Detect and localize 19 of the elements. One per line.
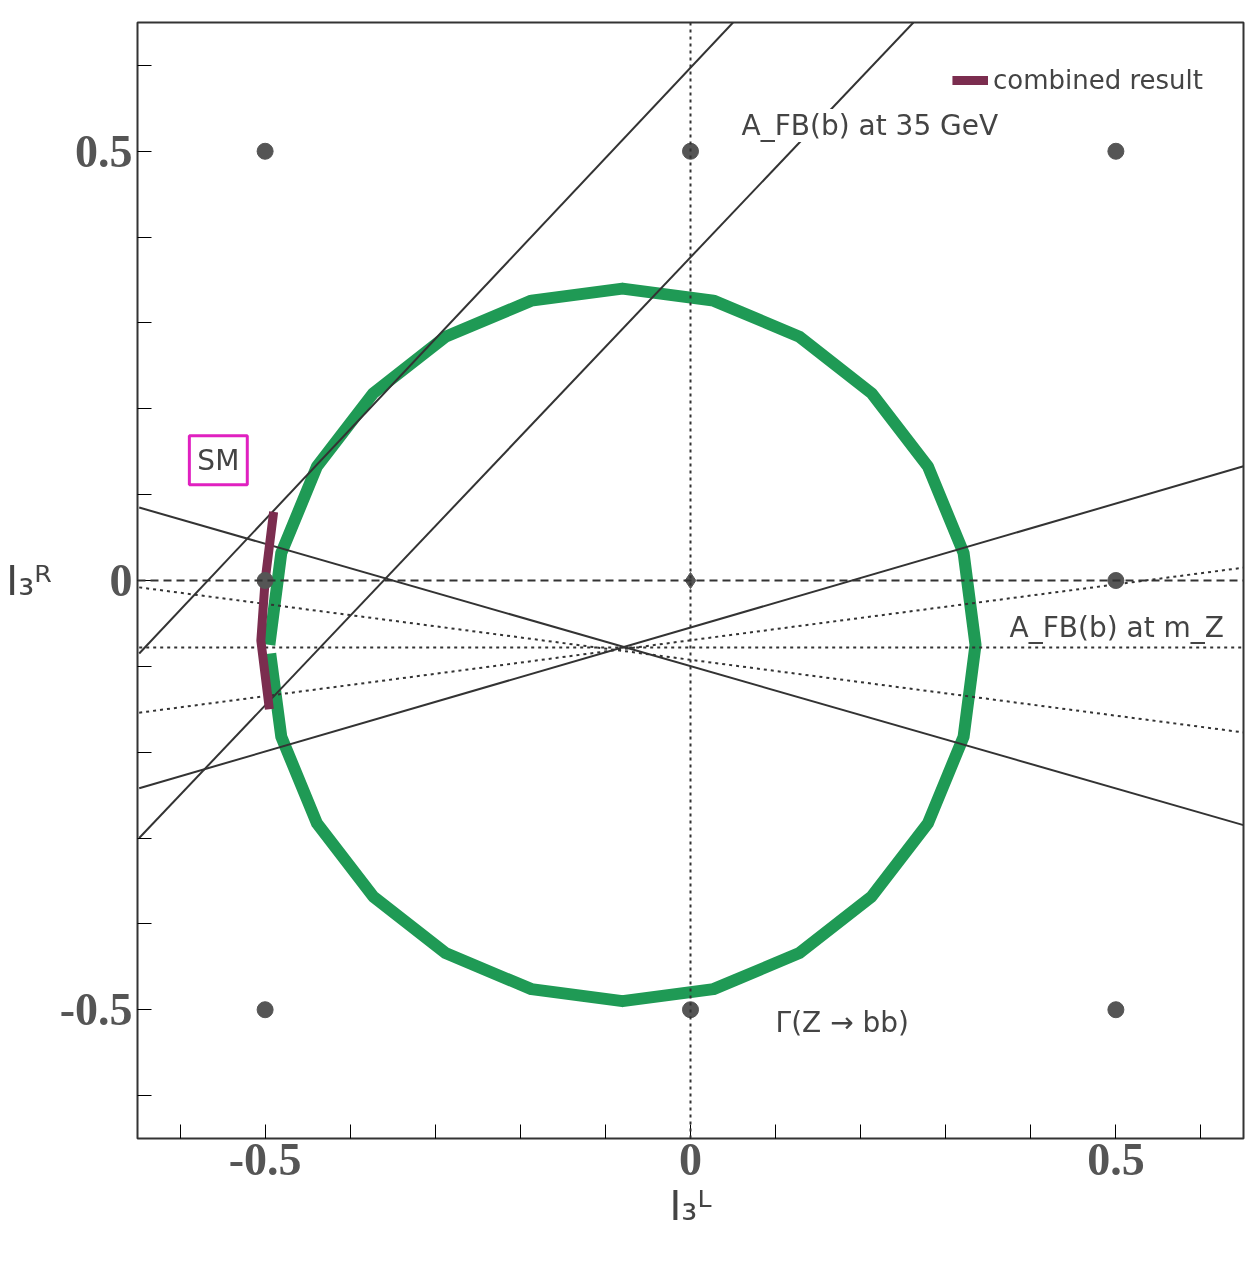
y-axis-title: I₃ᴿ (6, 557, 52, 604)
point (682, 1001, 699, 1019)
annotation: Γ(Z → bb) (775, 1006, 910, 1040)
x-tick-label: -0.5 (228, 1133, 302, 1185)
annotation: A_FB(b) at 35 GeV (741, 109, 999, 143)
legend-label: combined result (992, 65, 1203, 95)
y-tick-label: 0.5 (75, 125, 133, 177)
point (682, 142, 699, 160)
point (1107, 1001, 1125, 1019)
x-axis-title: I₃ᴸ (669, 1182, 712, 1229)
point (1107, 142, 1125, 160)
y-tick-label: 0 (109, 555, 133, 606)
point (256, 142, 274, 160)
x-tick-label: 0 (679, 1133, 702, 1185)
x-tick-label: 0.5 (1087, 1133, 1145, 1185)
annotation: SM (197, 443, 240, 477)
point (256, 1001, 274, 1019)
annotation: A_FB(b) at m_Z (1009, 611, 1225, 645)
y-tick-label: -0.5 (59, 984, 133, 1036)
